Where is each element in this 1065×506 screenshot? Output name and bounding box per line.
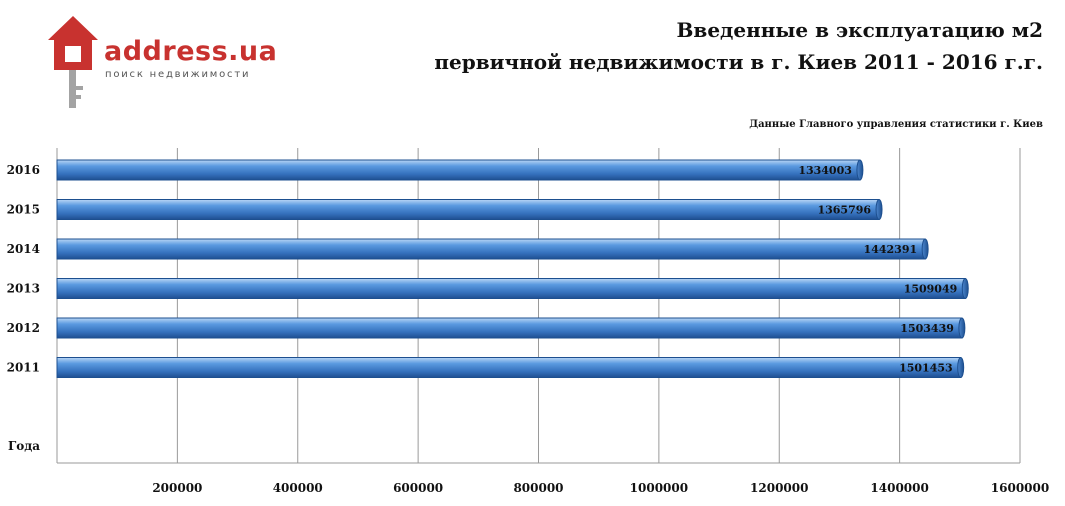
bar-cap (957, 357, 965, 378)
logo-name: address.ua (104, 36, 278, 67)
data-label: 1365796 (817, 204, 871, 217)
chart-title-line: первичной недвижимости в г. Киев 2011 - … (434, 50, 1043, 74)
y-tick-label: 2012 (7, 321, 40, 335)
bar-cap (958, 317, 966, 339)
bar (56, 317, 963, 339)
x-tick-label: 1600000 (991, 481, 1049, 495)
bars (56, 159, 969, 378)
x-tick-label: 400000 (273, 481, 323, 495)
x-tick-label: 1400000 (870, 481, 928, 495)
data-label: 1503439 (900, 322, 954, 335)
x-tick-label: 1200000 (750, 481, 808, 495)
bar (56, 357, 962, 378)
chart-title-line: Введенные в эксплуатацию м2 (676, 18, 1043, 42)
logo: address.ua поиск недвижимости (46, 12, 286, 112)
y-tick-label: 2014 (7, 242, 40, 256)
bar-cap (875, 199, 883, 220)
data-label: 1509049 (904, 283, 958, 296)
bar (56, 278, 966, 299)
house-key-icon (48, 16, 98, 108)
data-label: 1501453 (899, 362, 953, 375)
y-tick-label: 2011 (7, 361, 40, 375)
grid (56, 148, 1021, 464)
bar (56, 238, 926, 260)
bar (56, 159, 861, 181)
data-label: 1334003 (798, 164, 852, 177)
x-tick-label: 800000 (513, 481, 563, 495)
bar-cap (961, 278, 969, 299)
bar-cap (856, 159, 864, 181)
bar (56, 199, 880, 220)
x-tick-label: 600000 (393, 481, 443, 495)
data-label: 1442391 (864, 243, 918, 256)
y-tick-label: 2016 (7, 163, 40, 177)
chart-title: Введенные в эксплуатацию м2 первичной не… (343, 14, 1043, 78)
source-note: Данные Главного управления статистики г.… (749, 119, 1043, 130)
y-tick-label: 2013 (7, 282, 40, 296)
logo-tagline: поиск недвижимости (105, 69, 251, 80)
y-tick-label: 2015 (7, 203, 40, 217)
y-axis-title: Года (8, 439, 40, 453)
x-tick-label: 200000 (152, 481, 202, 495)
x-tick-label: 1000000 (630, 481, 688, 495)
bar-cap (921, 238, 929, 260)
labels: 200000 400000 600000 800000 1000000 1200000 14… (7, 163, 1050, 495)
